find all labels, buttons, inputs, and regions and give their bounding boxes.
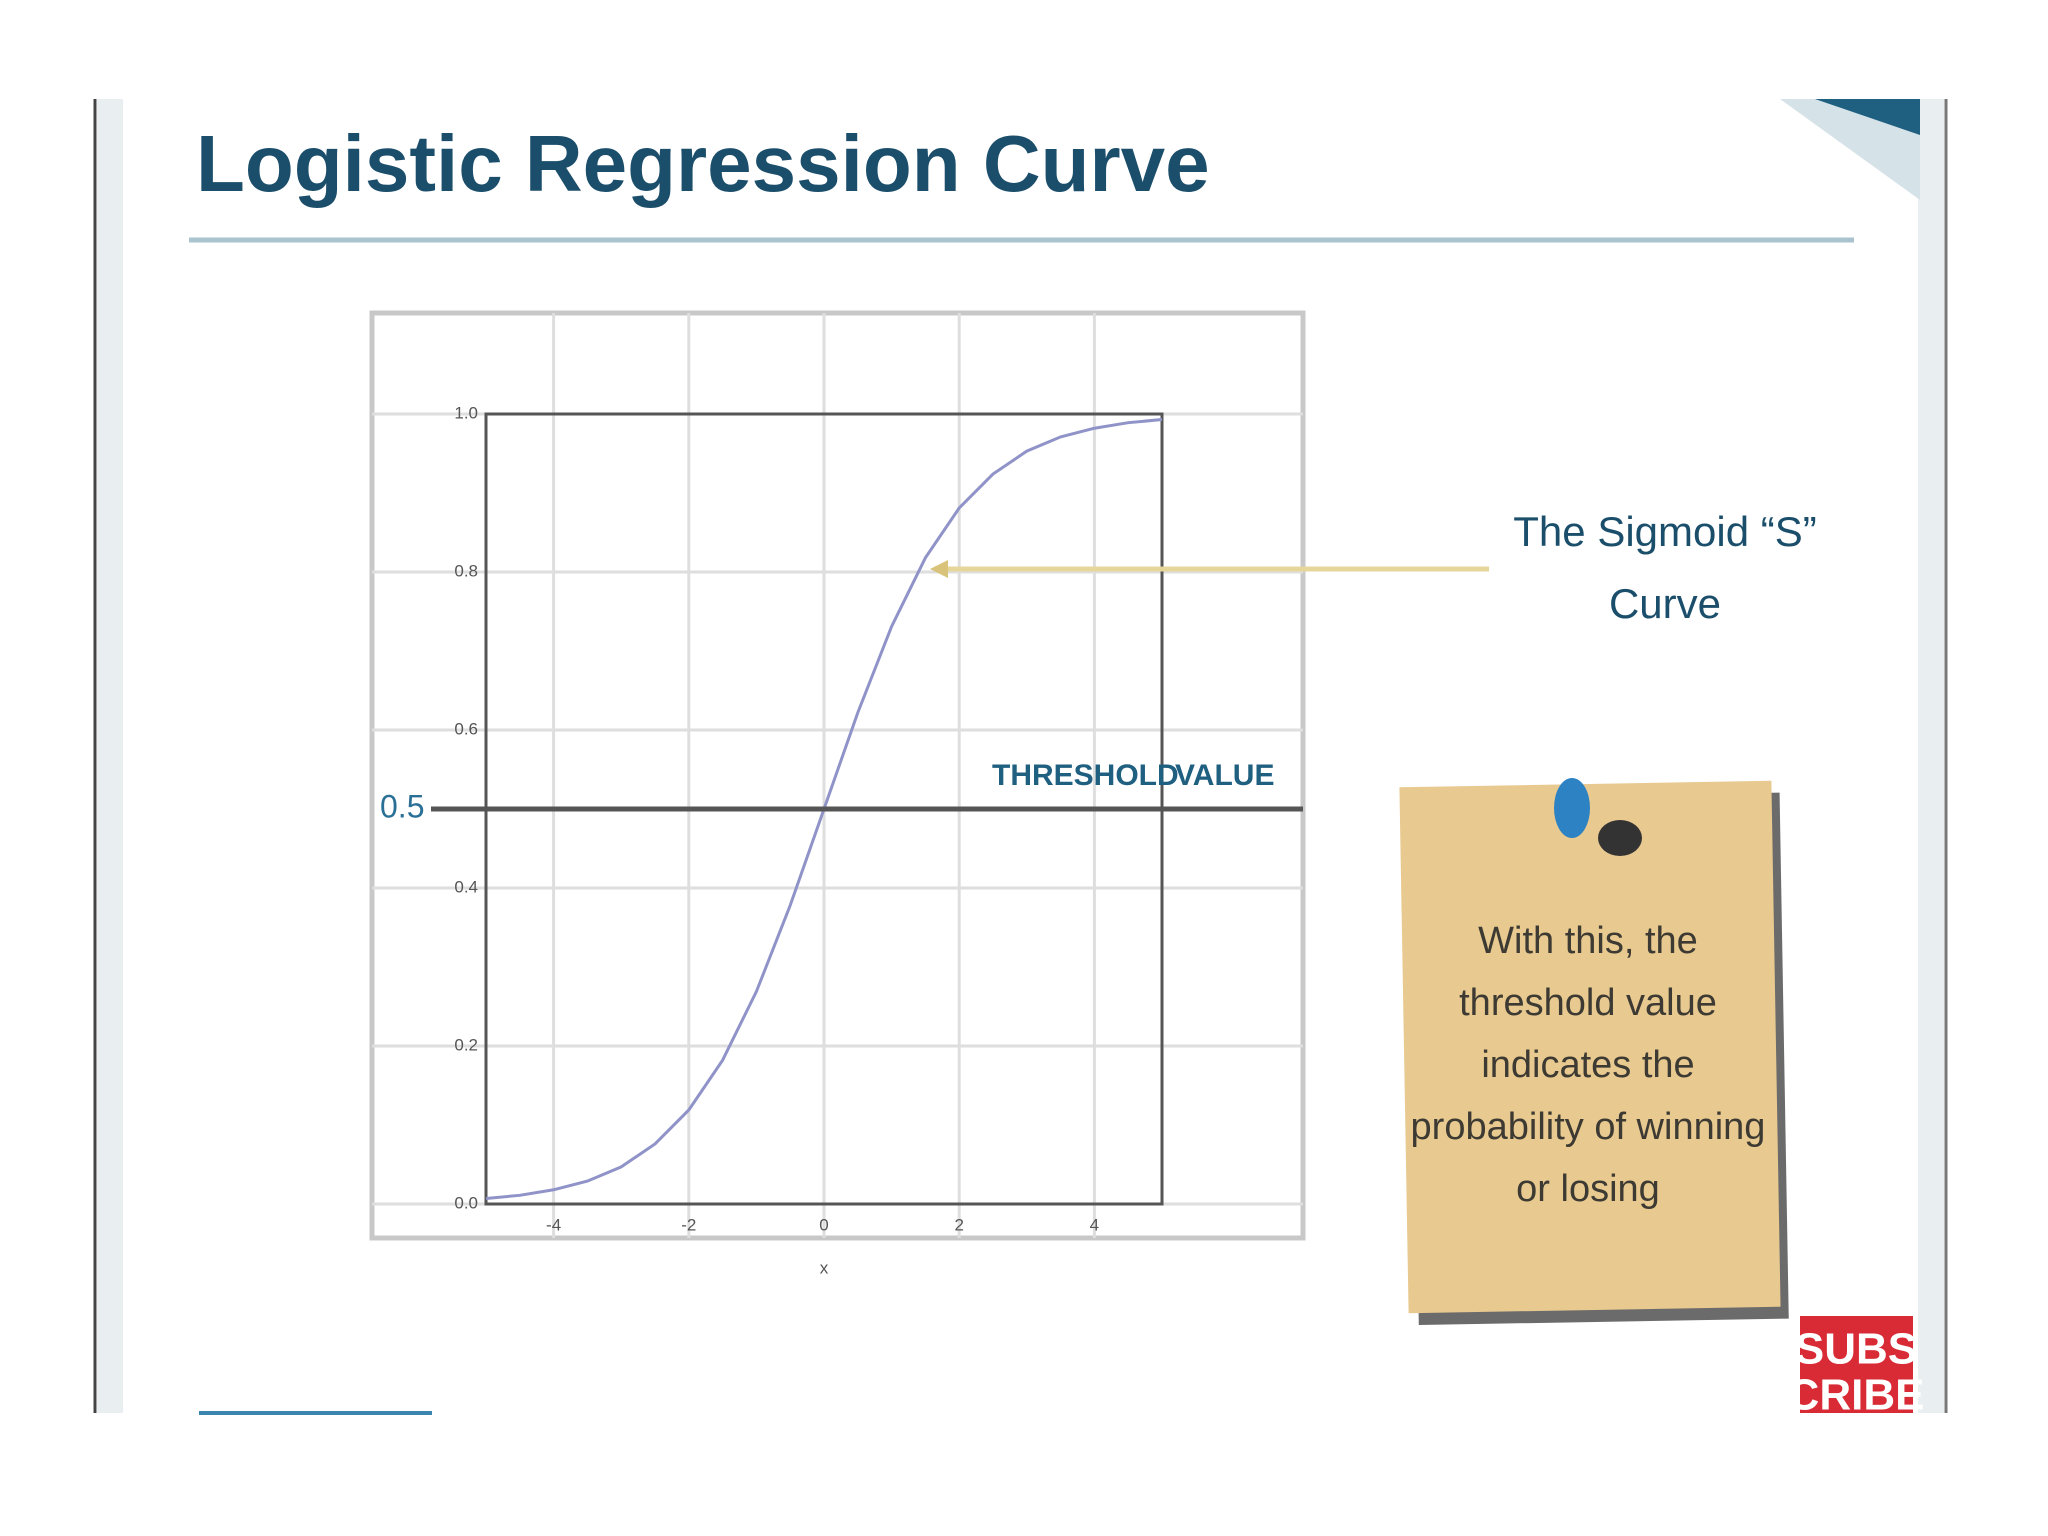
y-tick-label: 0.6 bbox=[454, 719, 478, 738]
y-tick-label: 0.8 bbox=[454, 561, 478, 580]
slide-title: Logistic Regression Curve bbox=[196, 119, 1210, 208]
y-tick-label: 0.0 bbox=[454, 1193, 478, 1212]
annotation-arrowhead bbox=[930, 560, 948, 578]
x-tick-label: 2 bbox=[954, 1215, 963, 1234]
corner-decoration bbox=[1780, 99, 1920, 200]
x-axis-label: x bbox=[820, 1258, 829, 1277]
plot: 0.0 0.2 0.4 0.6 0.8 1.0 -4 -2 0 2 4 x 0.5 THRESHOLDVA… bbox=[372, 313, 1303, 1277]
badge-text: SUBS bbox=[1795, 1325, 1917, 1374]
note-line: probability of winning bbox=[1411, 1106, 1766, 1148]
annotation-text: Curve bbox=[1609, 580, 1721, 627]
note-line: With this, the bbox=[1478, 920, 1698, 962]
badge-text: CRIBE bbox=[1788, 1371, 1925, 1420]
slide-right-band bbox=[1918, 99, 1944, 1413]
corner-decoration bbox=[1815, 99, 1920, 135]
note-line: threshold value bbox=[1459, 982, 1717, 1024]
subscribe-badge bbox=[1800, 1316, 1913, 1413]
threshold-label: THRESHOLD bbox=[992, 759, 1179, 792]
x-tick-label: -2 bbox=[681, 1215, 696, 1234]
chart-frame bbox=[369, 310, 1306, 1241]
note-paper bbox=[1399, 780, 1781, 1314]
x-tick-label: 4 bbox=[1090, 1215, 1099, 1234]
threshold-tick-label: 0.5 bbox=[380, 788, 424, 824]
sticky-note bbox=[1399, 780, 1789, 1326]
threshold-label: VALUE bbox=[1175, 759, 1274, 792]
x-tick-label: 0 bbox=[819, 1215, 828, 1234]
y-tick-label: 0.2 bbox=[454, 1035, 478, 1054]
y-tick-label: 1.0 bbox=[454, 403, 478, 422]
note-line: indicates the bbox=[1481, 1044, 1694, 1086]
y-tick-label: 0.4 bbox=[454, 877, 478, 896]
annotation-text: The Sigmoid “S” bbox=[1513, 508, 1816, 555]
note-text: With this, the threshold value indicates t… bbox=[1411, 920, 1766, 1210]
pin-shadow bbox=[1598, 820, 1642, 856]
slide-left-band bbox=[97, 99, 123, 1413]
note-line: or losing bbox=[1516, 1168, 1660, 1210]
pin bbox=[1554, 778, 1590, 838]
x-tick-label: -4 bbox=[546, 1215, 561, 1234]
